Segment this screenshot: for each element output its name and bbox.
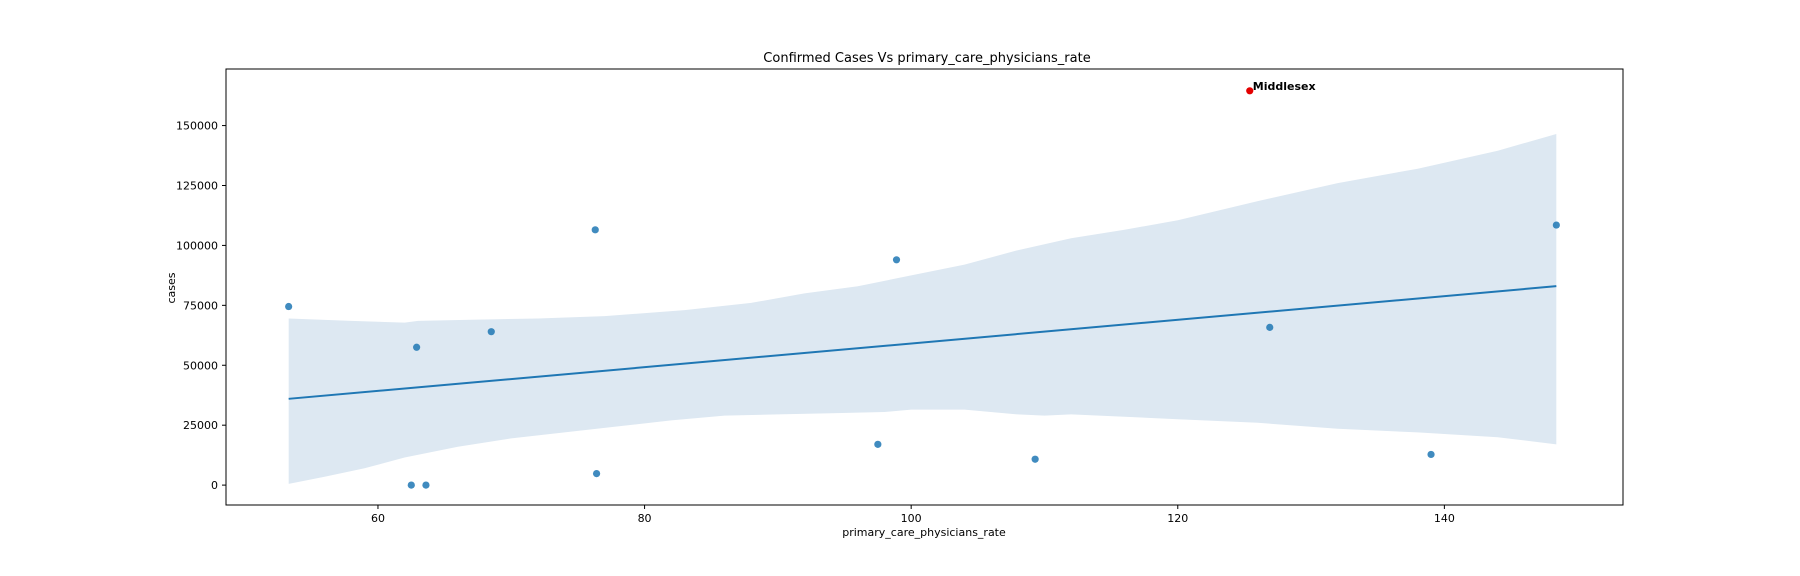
data-point [413, 343, 421, 351]
y-tick-label: 25000 [183, 419, 218, 432]
data-point [1427, 450, 1435, 459]
axis-ticks: 60 80 100 120 140 0 25000 50000 75000 100000 12500… [176, 120, 1455, 525]
y-tick-label: 50000 [183, 359, 218, 372]
data-point [592, 470, 601, 478]
y-tick-label: 75000 [183, 299, 218, 312]
data-point [874, 440, 882, 448]
highlight-point [1246, 87, 1254, 95]
y-tick-label: 100000 [176, 239, 218, 252]
data-point [285, 302, 293, 311]
data-point [487, 328, 495, 336]
x-tick-label: 60 [371, 512, 385, 525]
x-tick-label: 100 [901, 512, 922, 525]
regression-line [288, 285, 1557, 400]
data-point [1266, 323, 1274, 331]
x-tick-label: 140 [1434, 512, 1455, 525]
y-tick-label: 0 [211, 479, 218, 492]
data-point [407, 481, 415, 489]
data-point [422, 481, 430, 489]
x-axis-label: primary_care_physicians_rate [842, 526, 1006, 539]
y-tick-label: 150000 [176, 120, 218, 133]
chart-title: Confirmed Cases Vs primary_care_physicia… [763, 51, 1090, 66]
data-point [1031, 455, 1039, 463]
data-point [1552, 221, 1560, 229]
plot-frame [225, 68, 1624, 506]
plot-area: Middlesex [285, 80, 1560, 489]
data-point [892, 256, 901, 264]
data-point [591, 226, 599, 234]
x-tick-label: 120 [1167, 512, 1188, 525]
confidence-band [288, 134, 1557, 484]
y-axis-label: cases [165, 272, 178, 303]
x-tick-label: 80 [638, 512, 652, 525]
y-tick-label: 125000 [176, 179, 218, 192]
highlight-label: Middlesex [1253, 80, 1316, 93]
